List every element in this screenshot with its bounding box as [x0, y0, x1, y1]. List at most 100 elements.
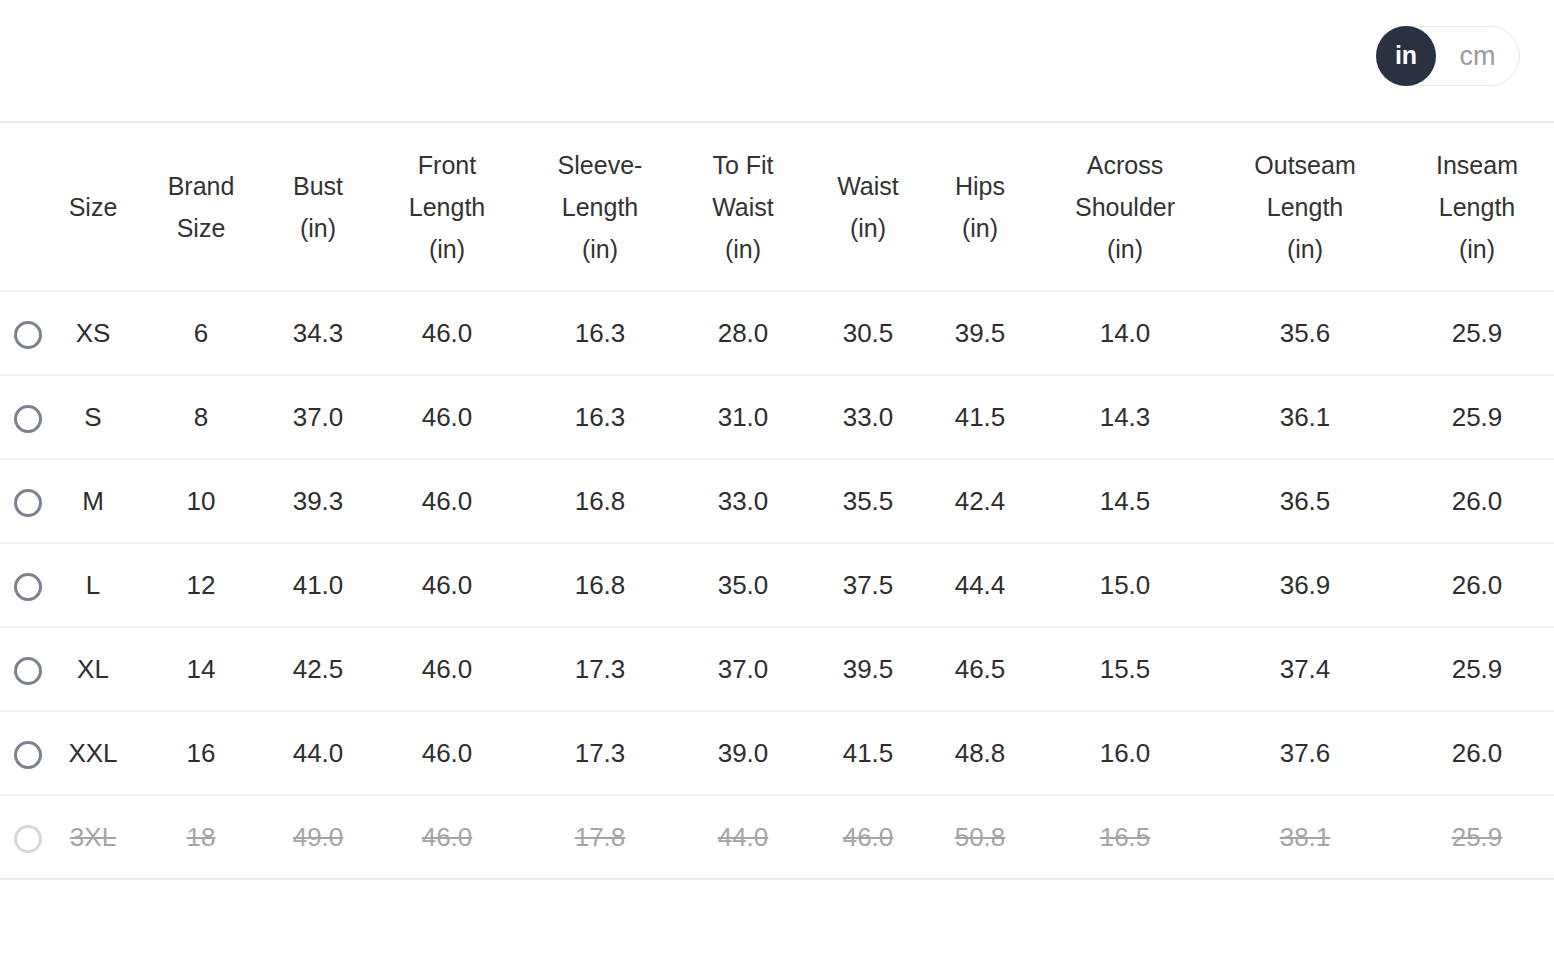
size-label: S — [56, 375, 130, 459]
column-header-to-fit-waist-in: To Fit Waist (in) — [670, 122, 816, 291]
measurement-cell: 46.5 — [920, 627, 1040, 711]
table-row-s: S837.046.016.331.033.041.514.336.125.9 — [0, 375, 1554, 459]
measurement-cell: 39.5 — [816, 627, 920, 711]
measurement-cell: 46.0 — [364, 291, 530, 375]
size-radio-3xl — [14, 825, 42, 853]
radio-column-header — [0, 122, 56, 291]
measurement-cell: 8 — [130, 375, 272, 459]
measurement-cell: 41.5 — [816, 711, 920, 795]
measurement-cell: 26.0 — [1400, 711, 1554, 795]
measurement-cell: 46.0 — [364, 711, 530, 795]
measurement-cell: 16 — [130, 711, 272, 795]
measurement-cell: 30.5 — [816, 291, 920, 375]
measurement-cell: 41.0 — [272, 543, 364, 627]
column-header-sleeve-length-in: Sleeve- Length (in) — [530, 122, 670, 291]
column-header-outseam-length-in: Outseam Length (in) — [1210, 122, 1400, 291]
size-label: 3XL — [56, 795, 130, 879]
measurement-cell: 36.1 — [1210, 375, 1400, 459]
radio-cell — [0, 795, 56, 879]
measurement-cell: 25.9 — [1400, 795, 1554, 879]
measurement-cell: 36.9 — [1210, 543, 1400, 627]
measurement-cell: 34.3 — [272, 291, 364, 375]
measurement-cell: 39.3 — [272, 459, 364, 543]
measurement-cell: 14 — [130, 627, 272, 711]
measurement-cell: 25.9 — [1400, 627, 1554, 711]
column-header-front-length-in: Front Length (in) — [364, 122, 530, 291]
measurement-cell: 14.0 — [1040, 291, 1210, 375]
column-header-hips-in: Hips (in) — [920, 122, 1040, 291]
measurement-cell: 6 — [130, 291, 272, 375]
size-label: L — [56, 543, 130, 627]
column-header-inseam-length-in: Inseam Length (in) — [1400, 122, 1554, 291]
radio-cell — [0, 291, 56, 375]
measurement-cell: 46.0 — [364, 795, 530, 879]
radio-cell — [0, 711, 56, 795]
measurement-cell: 16.3 — [530, 291, 670, 375]
size-label: XXL — [56, 711, 130, 795]
measurement-cell: 35.6 — [1210, 291, 1400, 375]
column-header-brand-size: Brand Size — [130, 122, 272, 291]
measurement-cell: 10 — [130, 459, 272, 543]
size-radio-l[interactable] — [14, 573, 42, 601]
radio-cell — [0, 375, 56, 459]
measurement-cell: 39.5 — [920, 291, 1040, 375]
measurement-cell: 37.0 — [670, 627, 816, 711]
size-radio-xs[interactable] — [14, 321, 42, 349]
measurement-cell: 37.6 — [1210, 711, 1400, 795]
column-header-bust-in: Bust (in) — [272, 122, 364, 291]
size-radio-m[interactable] — [14, 489, 42, 517]
measurement-cell: 14.3 — [1040, 375, 1210, 459]
table-row-xs: XS634.346.016.328.030.539.514.035.625.9 — [0, 291, 1554, 375]
measurement-cell: 17.8 — [530, 795, 670, 879]
radio-cell — [0, 627, 56, 711]
header-row: SizeBrand SizeBust (in)Front Length (in)… — [0, 122, 1554, 291]
measurement-cell: 16.0 — [1040, 711, 1210, 795]
measurement-cell: 26.0 — [1400, 459, 1554, 543]
measurement-cell: 28.0 — [670, 291, 816, 375]
measurement-cell: 26.0 — [1400, 543, 1554, 627]
measurement-cell: 25.9 — [1400, 291, 1554, 375]
measurement-cell: 48.8 — [920, 711, 1040, 795]
measurement-cell: 33.0 — [816, 375, 920, 459]
measurement-cell: 17.3 — [530, 627, 670, 711]
measurement-cell: 18 — [130, 795, 272, 879]
column-header-size: Size — [56, 122, 130, 291]
measurement-cell: 37.4 — [1210, 627, 1400, 711]
table-row-xxl: XXL1644.046.017.339.041.548.816.037.626.… — [0, 711, 1554, 795]
size-rows: XS634.346.016.328.030.539.514.035.625.9S… — [0, 291, 1554, 879]
measurement-cell: 38.1 — [1210, 795, 1400, 879]
measurement-cell: 41.5 — [920, 375, 1040, 459]
measurement-cell: 46.0 — [364, 627, 530, 711]
measurement-cell: 42.4 — [920, 459, 1040, 543]
measurement-cell: 15.5 — [1040, 627, 1210, 711]
measurement-cell: 35.5 — [816, 459, 920, 543]
size-radio-s[interactable] — [14, 405, 42, 433]
unit-in-button[interactable]: in — [1376, 26, 1436, 86]
size-chart-table: SizeBrand SizeBust (in)Front Length (in)… — [0, 121, 1554, 880]
measurement-cell: 46.0 — [816, 795, 920, 879]
measurement-cell: 16.5 — [1040, 795, 1210, 879]
radio-cell — [0, 543, 56, 627]
measurement-cell: 39.0 — [670, 711, 816, 795]
measurement-cell: 12 — [130, 543, 272, 627]
measurement-cell: 46.0 — [364, 459, 530, 543]
size-label: XL — [56, 627, 130, 711]
size-radio-xxl[interactable] — [14, 741, 42, 769]
measurement-cell: 16.8 — [530, 543, 670, 627]
unit-toggle-wrap: in cm — [1376, 26, 1520, 86]
unit-toggle[interactable]: in cm — [1376, 26, 1520, 86]
table-row-l: L1241.046.016.835.037.544.415.036.926.0 — [0, 543, 1554, 627]
measurement-cell: 17.3 — [530, 711, 670, 795]
measurement-cell: 36.5 — [1210, 459, 1400, 543]
measurement-cell: 37.5 — [816, 543, 920, 627]
measurement-cell: 35.0 — [670, 543, 816, 627]
measurement-cell: 44.4 — [920, 543, 1040, 627]
radio-cell — [0, 459, 56, 543]
measurement-cell: 46.0 — [364, 375, 530, 459]
measurement-cell: 42.5 — [272, 627, 364, 711]
size-radio-xl[interactable] — [14, 657, 42, 685]
measurement-cell: 31.0 — [670, 375, 816, 459]
unit-cm-button[interactable]: cm — [1436, 41, 1519, 72]
size-label: M — [56, 459, 130, 543]
measurement-cell: 14.5 — [1040, 459, 1210, 543]
